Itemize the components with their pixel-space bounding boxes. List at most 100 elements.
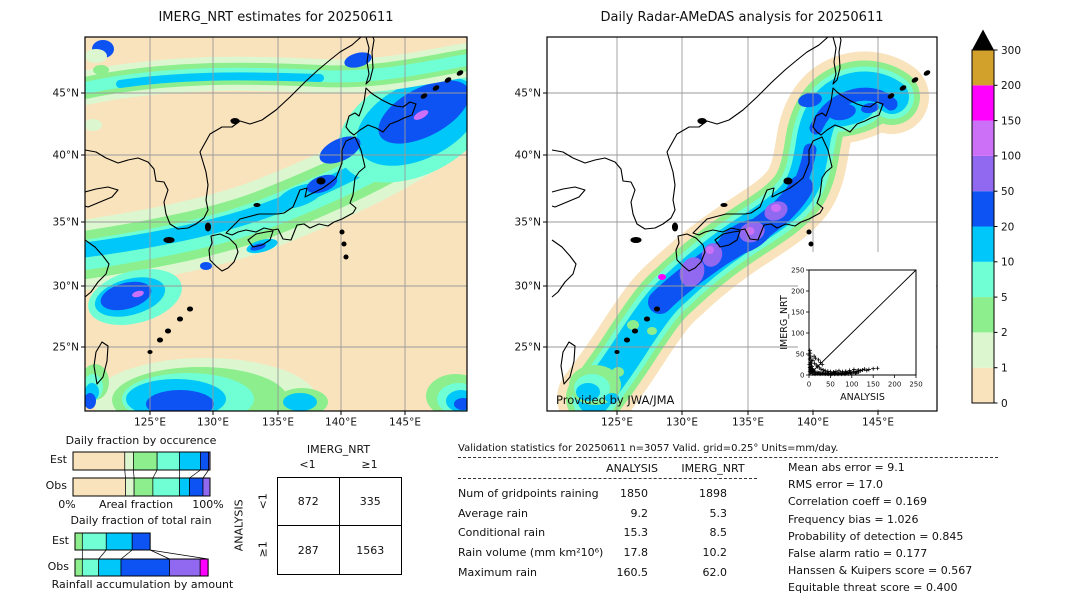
axis-tick-label: 145°E: [389, 417, 421, 429]
island-dot: [164, 328, 172, 334]
stat-row: Rain volume (mm km²10⁶) 17.8 10.2: [458, 546, 758, 561]
island-dot: [204, 222, 212, 232]
axis-tick-label: 0: [807, 381, 811, 389]
contingency-cell-hit-miss: 872: [278, 478, 340, 526]
axis-tick-label: 135°E: [262, 417, 294, 429]
divider-header: [458, 478, 757, 479]
stat-imerg-value: 8.5: [709, 526, 728, 540]
score-line: Mean abs error = 9.1: [788, 461, 905, 474]
axis-tick-label: 40°N: [53, 150, 79, 162]
stat-label: Maximum rain: [458, 565, 537, 579]
scatter-points: [807, 348, 880, 377]
score-line: Frequency bias = 1.026: [788, 512, 919, 526]
axis-tick-label: 125°E: [134, 417, 166, 429]
axis-tick-label: 150: [791, 309, 804, 317]
axis-tick-label: 250: [909, 381, 922, 389]
totalrain-chart: [74, 532, 209, 577]
axis-tick-label: 40°N: [515, 150, 541, 162]
occurrence-xmin-label: 0%: [58, 498, 76, 511]
occurrence-chart-title: Daily fraction by occurence: [65, 434, 217, 447]
axis-tick-label: 150: [867, 381, 880, 389]
axis-tick-label: 130°E: [197, 417, 229, 429]
island-dot: [147, 349, 153, 355]
left-map: [85, 37, 467, 411]
axis-tick-label: 100: [845, 381, 858, 389]
axis-tick-label: 10: [1001, 257, 1014, 269]
contingency-cell-hit: 1563: [356, 543, 385, 557]
axis-tick-label: 130°E: [666, 417, 698, 429]
validation-title: Validation statistics for 20250611 n=305…: [458, 443, 839, 454]
axis-tick-label: 30°N: [53, 281, 79, 293]
axis-tick-label: 50: [1001, 186, 1014, 198]
contingency-cell-false: 335: [339, 478, 401, 526]
axis-tick-label: 300: [1001, 45, 1021, 57]
right-map-title: Daily Radar-AMeDAS analysis for 20250611: [600, 10, 884, 25]
axis-tick-label: 200: [888, 381, 901, 389]
totalrain-est-label: Est: [52, 534, 69, 547]
stat-row: Maximum rain 160.5 62.0: [458, 565, 758, 581]
island-dot: [341, 241, 347, 247]
left-map-title: IMERG_NRT estimates for 20250611: [158, 10, 394, 25]
axis-tick-label: 140°E: [797, 417, 829, 429]
island-dot: [316, 177, 326, 185]
island-dot: [230, 117, 240, 125]
validation-col-imerg: IMERG_NRT: [681, 462, 745, 475]
island-dot: [444, 77, 452, 83]
stat-analysis-value: 160.5: [616, 565, 649, 579]
axis-tick-label: 200: [1001, 80, 1021, 92]
validation-col-analysis: ANALYSIS: [606, 462, 658, 475]
stat-row: Average rain 9.2 5.3: [458, 506, 758, 522]
axis-tick-label: 50: [826, 381, 835, 389]
axis-tick-label: 0: [1001, 398, 1008, 410]
stat-imerg-value: 62.0: [702, 565, 728, 579]
axis-tick-label: 35°N: [53, 217, 79, 229]
island-dot: [432, 85, 440, 91]
score-line: Probability of detection = 0.845: [788, 529, 964, 543]
stat-label: Average rain: [458, 506, 528, 520]
totalrain-obs-label: Obs: [47, 560, 69, 573]
totalrain-xaxis-label: Rainfall accumulation by amount: [51, 578, 234, 591]
stat-imerg-value: 1898: [699, 487, 727, 500]
island-dot: [420, 93, 428, 99]
island-dot: [339, 229, 345, 235]
axis-tick-label: 1: [1001, 363, 1008, 375]
axis-tick-label: 25°N: [515, 342, 541, 354]
stat-label: Rain volume (mm km²10⁶): [458, 546, 604, 560]
axis-tick-label: 135°E: [732, 417, 764, 429]
contingency-row-axis: ANALYSIS: [232, 499, 246, 552]
occurrence-chart: [72, 451, 211, 497]
scatter-ylabel: IMERG_NRT: [779, 295, 790, 350]
axis-tick-label: 150: [1001, 115, 1021, 127]
score-line: Equitable threat score = 0.400: [788, 581, 958, 595]
axis-tick-label: 100: [791, 330, 804, 338]
island-dot: [186, 306, 194, 312]
axis-tick-label: 0: [800, 372, 804, 380]
score-line: False alarm ratio = 0.177: [788, 547, 928, 560]
contingency-cell-miss: 287: [278, 526, 340, 574]
divider-top: [458, 457, 998, 458]
axis-tick-label: 45°N: [53, 88, 79, 100]
axis-tick-label: 250: [791, 267, 804, 275]
axis-tick-label: 35°N: [515, 217, 541, 229]
island-dot: [156, 337, 164, 343]
stat-analysis-value: 17.8: [623, 546, 649, 560]
axis-tick-label: 2: [1001, 327, 1008, 339]
stat-label: Num of gridpoints raining: [458, 487, 599, 500]
score-line: Correlation coeff = 0.169: [788, 495, 927, 509]
occurrence-est-label: Est: [50, 453, 67, 466]
axis-tick-label: 145°E: [862, 417, 894, 429]
occurrence-obs-label: Obs: [45, 479, 67, 492]
occurrence-xaxis-label: Areal fraction: [98, 498, 174, 511]
stat-row: Num of gridpoints raining 1850 1898: [458, 487, 758, 502]
island-dot: [456, 70, 464, 76]
axis-tick-label: 30°N: [515, 281, 541, 293]
map-credit: Provided by JWA/JMA: [556, 393, 675, 407]
colorbar-over-arrow: [972, 29, 994, 50]
stat-imerg-value: 10.2: [702, 546, 728, 560]
score-line: Hanssen & Kuipers score = 0.567: [788, 564, 973, 578]
axis-tick-label: 45°N: [515, 88, 541, 100]
stat-analysis-value: 9.2: [630, 506, 649, 520]
